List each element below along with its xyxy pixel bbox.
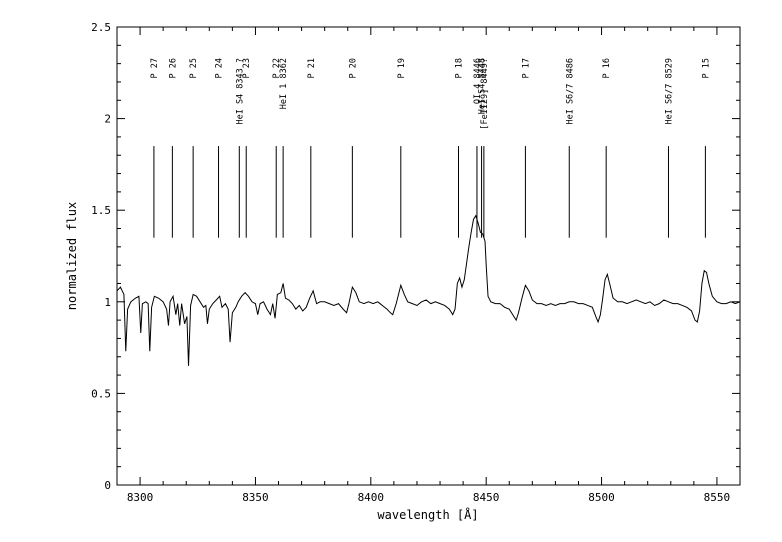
x-tick-label: 8350 bbox=[242, 491, 269, 504]
line-marker-label: P 21 bbox=[307, 58, 317, 78]
line-marker-label: P 20 bbox=[348, 58, 358, 78]
line-marker-label: HeI S4 8448 bbox=[478, 58, 488, 114]
line-marker-label: HeI S4 8343 ? bbox=[235, 58, 245, 125]
line-marker-label: P 15 bbox=[701, 58, 711, 78]
line-marker-label: P 19 bbox=[397, 58, 407, 78]
x-tick-label: 8300 bbox=[127, 491, 154, 504]
y-tick-label: 1 bbox=[104, 296, 111, 309]
line-marker-label: P 27 bbox=[150, 58, 160, 78]
x-axis-title: wavelength [Å] bbox=[377, 507, 478, 522]
y-axis-title: normalized flux bbox=[65, 202, 79, 310]
x-tick-label: 8500 bbox=[588, 491, 615, 504]
y-tick-label: 1.5 bbox=[91, 204, 111, 217]
y-tick-label: 2 bbox=[104, 113, 111, 126]
line-marker-label: P 23 bbox=[242, 58, 252, 78]
x-tick-label: 8550 bbox=[704, 491, 731, 504]
y-tick-label: 0 bbox=[104, 479, 111, 492]
line-marker-label: P 25 bbox=[189, 58, 199, 78]
line-marker-label: P 18 bbox=[454, 58, 464, 78]
x-tick-label: 8450 bbox=[473, 491, 500, 504]
plot-frame bbox=[116, 26, 741, 486]
line-marker-label: OI 4 8446 bbox=[473, 58, 483, 104]
line-marker-label: HeI S6/7 8486 bbox=[565, 58, 575, 125]
line-marker-label: P 24 bbox=[215, 58, 225, 78]
spectrum-line bbox=[116, 214, 741, 366]
line-marker-label: P 16 bbox=[602, 58, 612, 78]
line-marker-label: P 17 bbox=[521, 58, 531, 78]
x-tick-label: 8400 bbox=[358, 491, 385, 504]
y-tick-label: 2.5 bbox=[91, 21, 111, 34]
series-layer bbox=[116, 214, 741, 366]
line-marker-label: P 22 bbox=[272, 58, 282, 78]
line-marker-label: P 26 bbox=[168, 58, 178, 78]
line-marker-label: [FeII29] 8449? bbox=[480, 58, 490, 130]
line-marker-label: HeI 1 8362 bbox=[279, 58, 289, 109]
line-marker-label: HeI S6/7 8529 bbox=[664, 58, 674, 125]
y-tick-label: 0.5 bbox=[91, 387, 111, 400]
axis-ticks: 8300 8350 8400 8450 8500 8550 0 0.5 1 1.5 2 2.5 bbox=[91, 21, 741, 504]
line-markers: P 27 P 26 P 25 P 24 HeI S4 8343 ?P 23 P 22HeI… bbox=[150, 58, 711, 238]
